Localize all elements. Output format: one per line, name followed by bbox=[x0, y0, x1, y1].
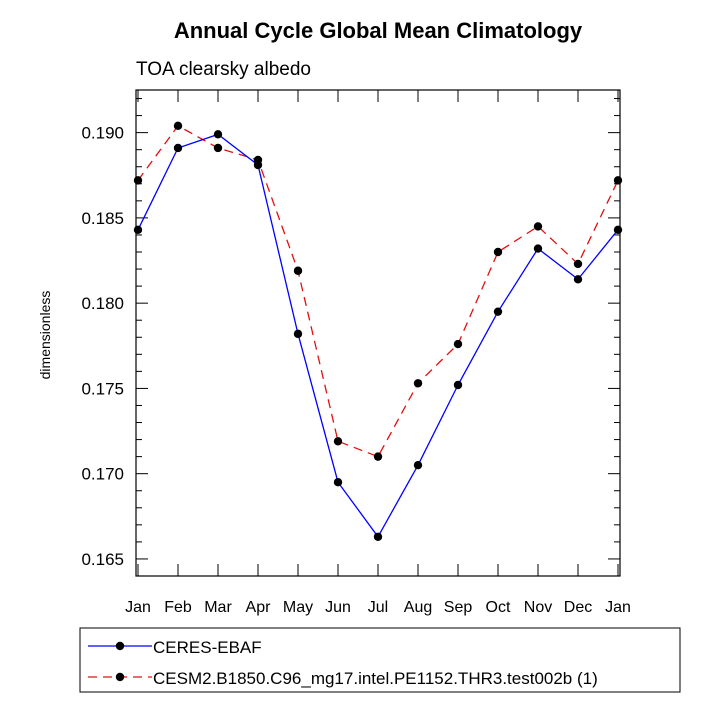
series-1-point bbox=[613, 176, 623, 185]
series-0-point bbox=[213, 130, 223, 139]
series-1-point bbox=[133, 176, 143, 185]
x-tick-label: Apr bbox=[246, 599, 272, 616]
series-0-point bbox=[133, 225, 143, 235]
series-0-point bbox=[493, 307, 503, 316]
y-tick-label: 0.175 bbox=[81, 379, 124, 398]
x-tick-label: May bbox=[283, 599, 313, 616]
series-0-point bbox=[173, 143, 183, 153]
chart-title: Annual Cycle Global Mean Climatology bbox=[174, 18, 583, 43]
series-1-point bbox=[533, 222, 543, 231]
x-tick-label: Jan bbox=[605, 599, 631, 616]
series-0-point bbox=[293, 329, 303, 339]
y-axis-label: dimensionless bbox=[37, 291, 53, 380]
legend-marker-ceres bbox=[115, 641, 125, 651]
legend-box bbox=[79, 627, 681, 693]
x-tick-label: Sep bbox=[444, 599, 473, 616]
y-tick-label: 0.165 bbox=[81, 550, 124, 569]
series-1-point bbox=[373, 452, 383, 461]
series-1-point bbox=[493, 247, 503, 257]
x-tick-label: Aug bbox=[404, 599, 432, 616]
x-tick-label: Jan bbox=[125, 599, 151, 616]
series-line-0 bbox=[137, 133, 619, 538]
series-0-point bbox=[413, 460, 423, 470]
series-1-point bbox=[453, 339, 463, 349]
series-1-point bbox=[573, 259, 583, 269]
series-0-point bbox=[333, 478, 343, 487]
data-series bbox=[133, 121, 623, 541]
series-1-point bbox=[213, 143, 223, 153]
x-tick-label: Feb bbox=[164, 599, 192, 616]
series-0-point bbox=[253, 160, 263, 170]
y-tick-label: 0.180 bbox=[81, 294, 124, 313]
series-1-point bbox=[293, 266, 303, 275]
series-0-point bbox=[373, 532, 383, 541]
series-0-point bbox=[613, 225, 623, 235]
x-tick-label: Oct bbox=[486, 599, 511, 616]
series-0-point bbox=[453, 380, 463, 390]
plot-frame bbox=[135, 89, 621, 577]
series-0-point bbox=[573, 275, 583, 284]
series-1-point bbox=[333, 437, 343, 446]
legend-marker-cesm bbox=[115, 672, 125, 682]
legend-label-ceres: CERES-EBAF bbox=[153, 638, 262, 657]
legend: CERES-EBAF CESM2.B1850.C96_mg17.intel.PE… bbox=[79, 627, 681, 693]
x-tick-label: Dec bbox=[564, 599, 592, 616]
legend-label-cesm: CESM2.B1850.C96_mg17.intel.PE1152.THR3.t… bbox=[153, 669, 598, 688]
series-line-1 bbox=[137, 124, 619, 458]
chart-subtitle: TOA clearsky albedo bbox=[136, 59, 311, 80]
x-tick-label: Jun bbox=[325, 599, 351, 616]
series-1-point bbox=[173, 121, 183, 131]
x-tick-label: Nov bbox=[524, 599, 552, 616]
series-0-point bbox=[533, 244, 543, 253]
y-tick-label: 0.170 bbox=[81, 465, 124, 484]
y-tick-label: 0.190 bbox=[81, 124, 124, 143]
x-tick-label: Mar bbox=[204, 599, 232, 616]
series-1-point bbox=[413, 379, 423, 388]
y-tick-label: 0.185 bbox=[81, 209, 124, 228]
x-tick-labels: Jan Feb Mar Apr May Jun Jul Aug Sep Oct Nov Dec Jan bbox=[125, 599, 631, 616]
y-tick-labels: 0.165 0.170 0.175 0.180 0.185 0.190 bbox=[81, 124, 124, 569]
axis-ticks bbox=[136, 90, 620, 577]
x-tick-label: Jul bbox=[368, 599, 388, 616]
